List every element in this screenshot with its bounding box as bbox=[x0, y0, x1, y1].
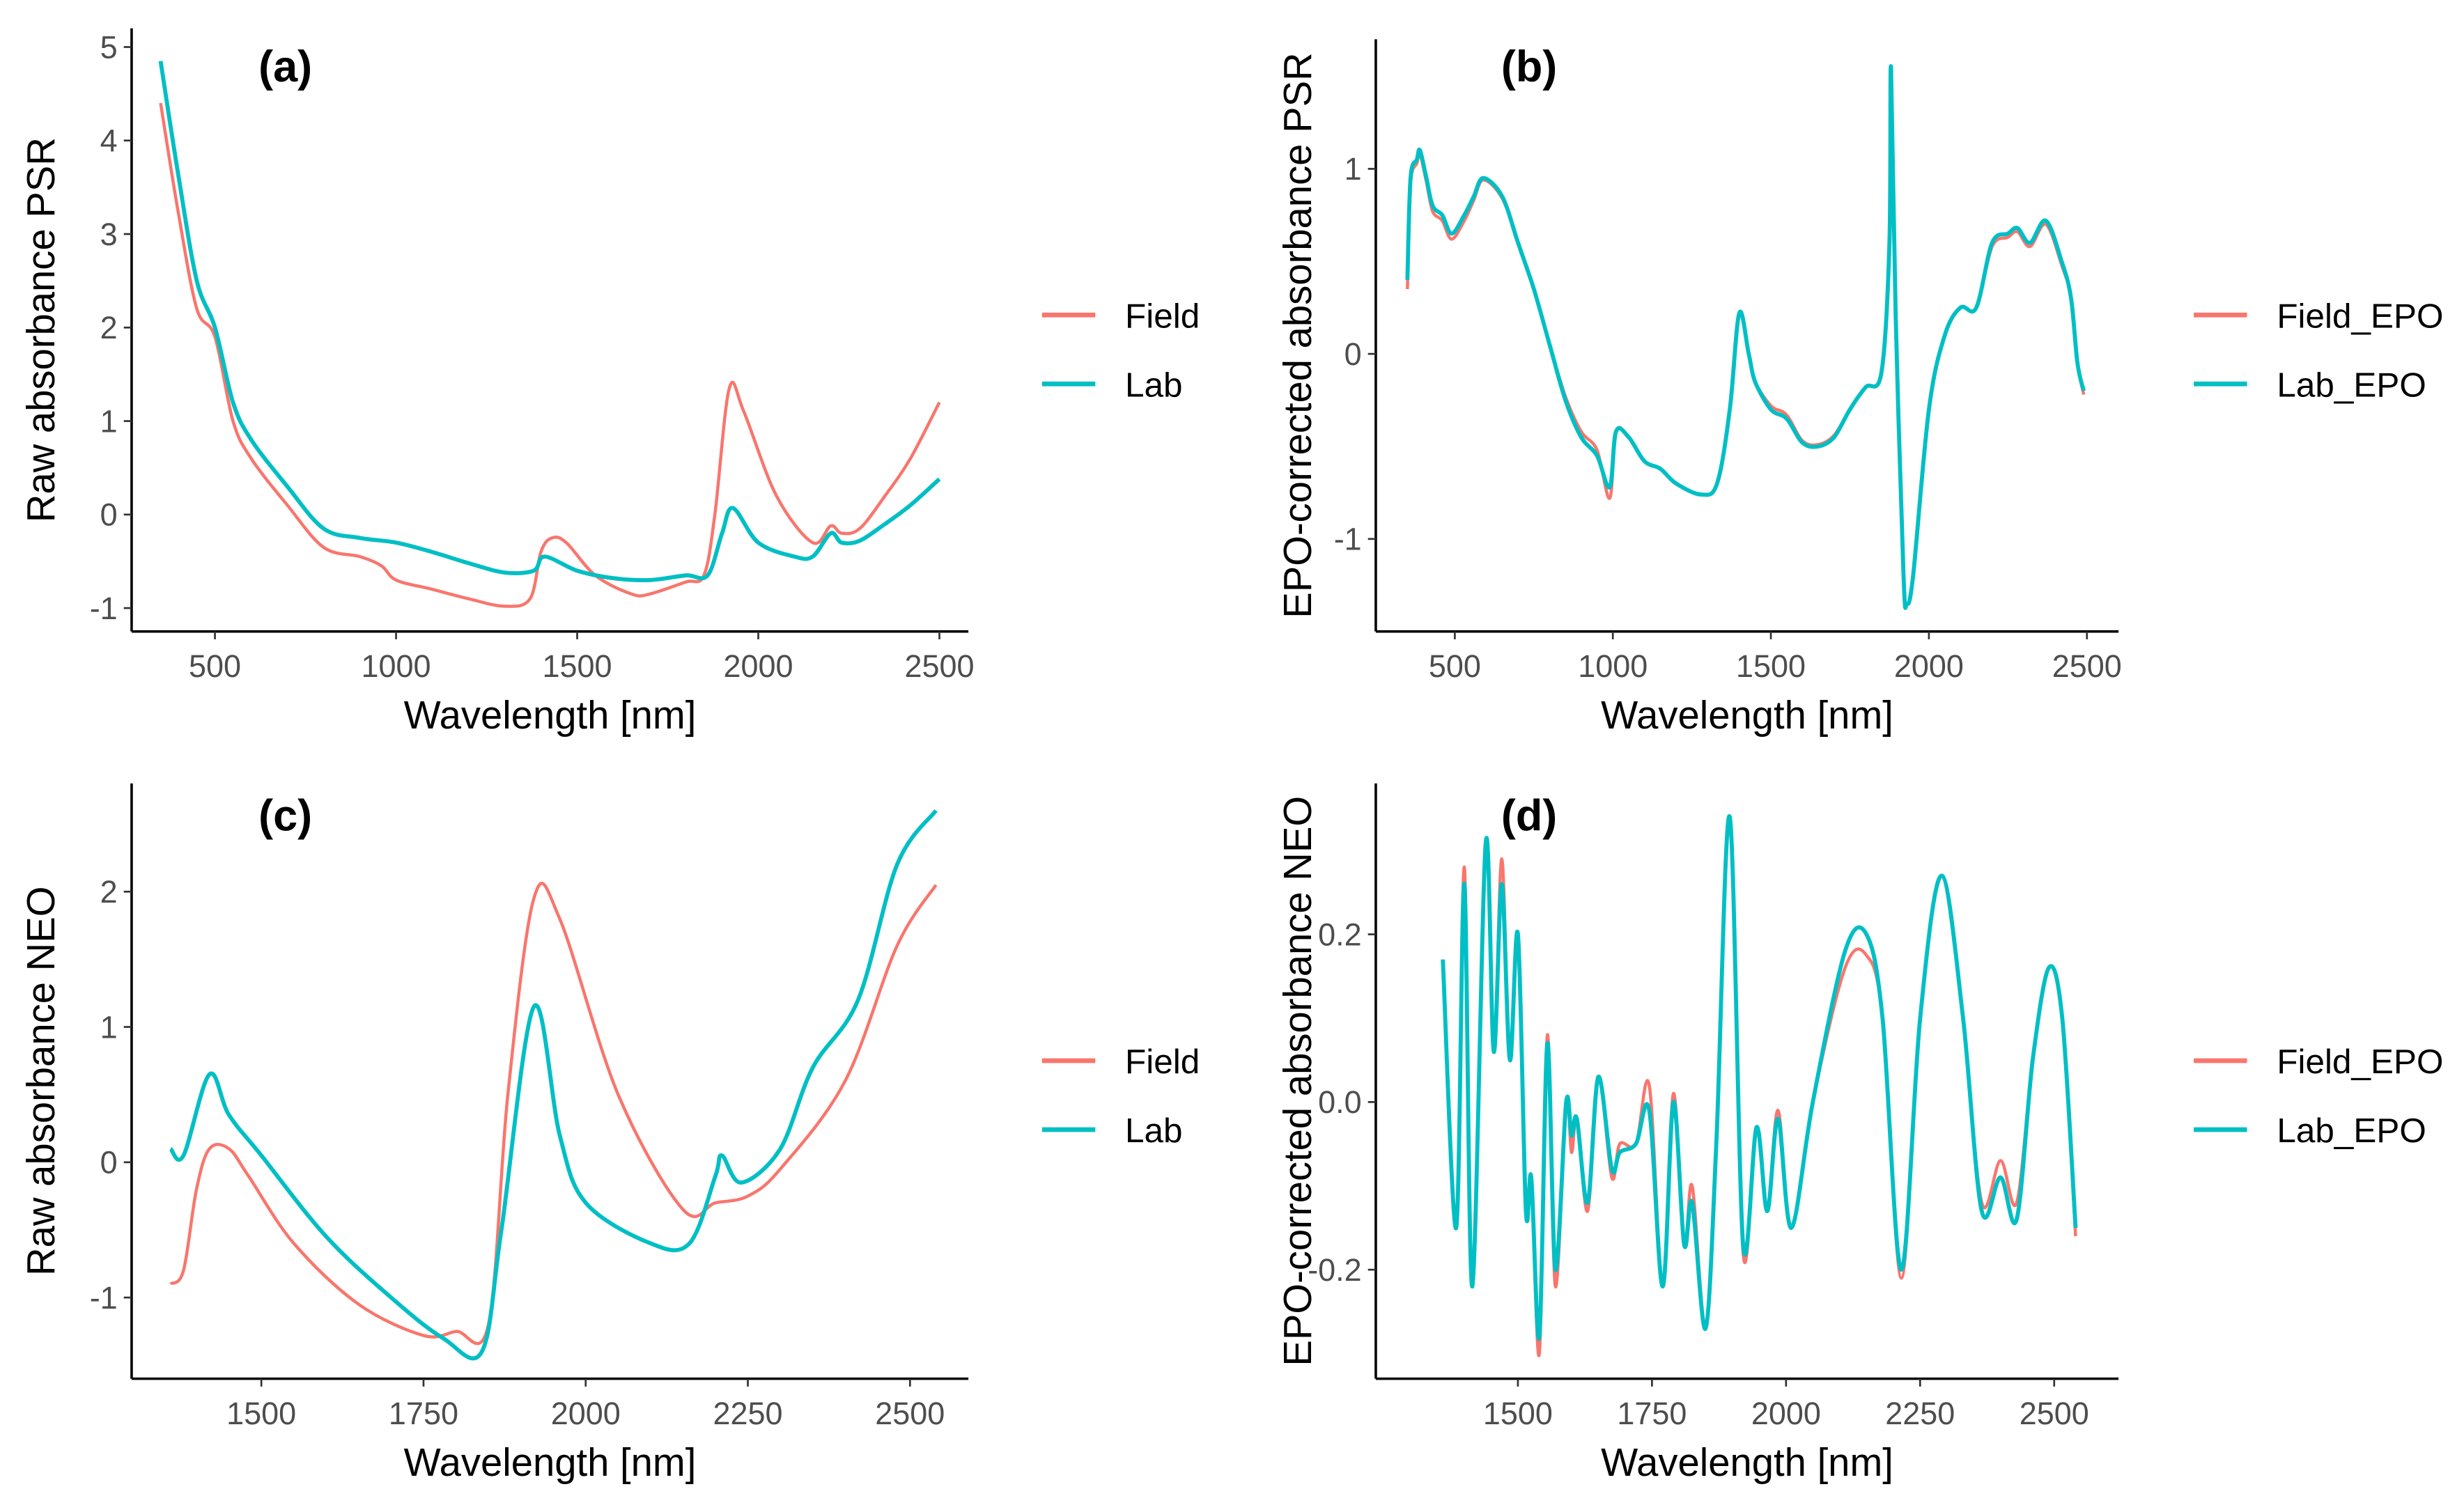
y-axis-title: Raw absorbance PSR bbox=[19, 137, 63, 522]
y-tick-label: 4 bbox=[100, 123, 118, 159]
y-tick-label: 1 bbox=[1344, 151, 1362, 187]
legend-label: Lab_EPO bbox=[2277, 1112, 2426, 1150]
y-tick-label: 5 bbox=[100, 29, 118, 65]
panel-b: 500 1000 1500 2000 2500 -1 0 1 Wavelength [nm] EP… bbox=[1276, 39, 2444, 737]
x-tick-label: 1750 bbox=[389, 1396, 458, 1431]
y-tick-label: -0.2 bbox=[1308, 1252, 1362, 1288]
y-tick-label: 2 bbox=[100, 310, 118, 345]
y-tick-label: 1 bbox=[100, 403, 118, 439]
series-line-field bbox=[159, 102, 941, 608]
legend-label: Field bbox=[1125, 297, 1200, 335]
y-axis-title: EPO-corrected absorbance PSR bbox=[1276, 52, 1319, 618]
legend-label: Field_EPO bbox=[2277, 297, 2443, 335]
panel-a: 500 1000 1500 2000 2500 -1 0 1 2 3 4 5 Wavelength [n… bbox=[19, 28, 1200, 737]
panel-c: 1500 1750 2000 2250 2500 -1 0 1 2 Wavelength [nm]… bbox=[19, 783, 1200, 1484]
legend-label: Lab bbox=[1125, 366, 1183, 404]
x-tick-label: 2500 bbox=[904, 648, 974, 684]
series-line-lab-epo bbox=[1441, 814, 2078, 1341]
legend-label: Lab bbox=[1125, 1112, 1183, 1150]
panel-d: 1500 1750 2000 2250 2500 -0.2 0.0 0.2 Wavelength… bbox=[1276, 783, 2444, 1484]
panel-label: (b) bbox=[1501, 42, 1557, 91]
y-tick-label: 0 bbox=[1344, 336, 1362, 372]
x-tick-label: 2000 bbox=[551, 1396, 621, 1431]
series-line-lab bbox=[169, 809, 938, 1361]
x-tick-label: 1500 bbox=[1483, 1396, 1553, 1431]
y-tick-label: -1 bbox=[90, 1280, 118, 1316]
x-tick-label: 1500 bbox=[543, 648, 612, 684]
legend-label: Field bbox=[1125, 1043, 1200, 1081]
legend-label: Lab_EPO bbox=[2277, 366, 2426, 404]
y-tick-label: 0.2 bbox=[1318, 917, 1362, 952]
x-tick-label: 2500 bbox=[875, 1396, 945, 1431]
x-tick-label: 1500 bbox=[1736, 648, 1806, 684]
x-axis-title: Wavelength [nm] bbox=[404, 693, 697, 737]
y-tick-label: 0 bbox=[100, 497, 118, 533]
panel-label: (a) bbox=[258, 42, 312, 91]
legend-label: Field_EPO bbox=[2277, 1043, 2443, 1081]
y-tick-label: -1 bbox=[90, 591, 118, 626]
series-line-field-epo bbox=[1441, 814, 2077, 1357]
x-tick-label: 500 bbox=[1429, 648, 1481, 684]
y-axis-title: EPO-corrected absorbance NEO bbox=[1276, 796, 1319, 1366]
y-axis-title: Raw absorbance NEO bbox=[19, 887, 63, 1276]
panel-label: (c) bbox=[258, 791, 312, 840]
x-tick-label: 2500 bbox=[2052, 648, 2122, 684]
panel-label: (d) bbox=[1501, 791, 1557, 840]
x-axis-title: Wavelength [nm] bbox=[1601, 1440, 1893, 1484]
x-tick-label: 500 bbox=[189, 648, 241, 684]
x-axis-title: Wavelength [nm] bbox=[404, 1440, 697, 1484]
series-line-lab bbox=[158, 61, 941, 583]
x-tick-label: 2000 bbox=[1751, 1396, 1821, 1431]
y-tick-label: 0 bbox=[100, 1145, 118, 1180]
x-tick-label: 1000 bbox=[1578, 648, 1648, 684]
x-tick-label: 1000 bbox=[362, 648, 431, 684]
y-tick-label: 1 bbox=[100, 1009, 118, 1045]
x-tick-label: 2000 bbox=[1894, 648, 1964, 684]
x-tick-label: 2000 bbox=[723, 648, 793, 684]
y-tick-label: 0.0 bbox=[1318, 1084, 1362, 1120]
y-tick-label: 2 bbox=[100, 874, 118, 910]
x-axis-title: Wavelength [nm] bbox=[1601, 693, 1893, 737]
y-tick-label: -1 bbox=[1334, 522, 1362, 557]
y-tick-label: 3 bbox=[100, 217, 118, 252]
x-tick-label: 2500 bbox=[2020, 1396, 2089, 1431]
x-tick-label: 2250 bbox=[713, 1396, 782, 1431]
series-line-lab-epo bbox=[1405, 64, 2086, 610]
x-tick-label: 2250 bbox=[1885, 1396, 1955, 1431]
series-line-field bbox=[169, 882, 938, 1346]
x-tick-label: 1750 bbox=[1617, 1396, 1687, 1431]
x-tick-label: 1500 bbox=[226, 1396, 296, 1431]
